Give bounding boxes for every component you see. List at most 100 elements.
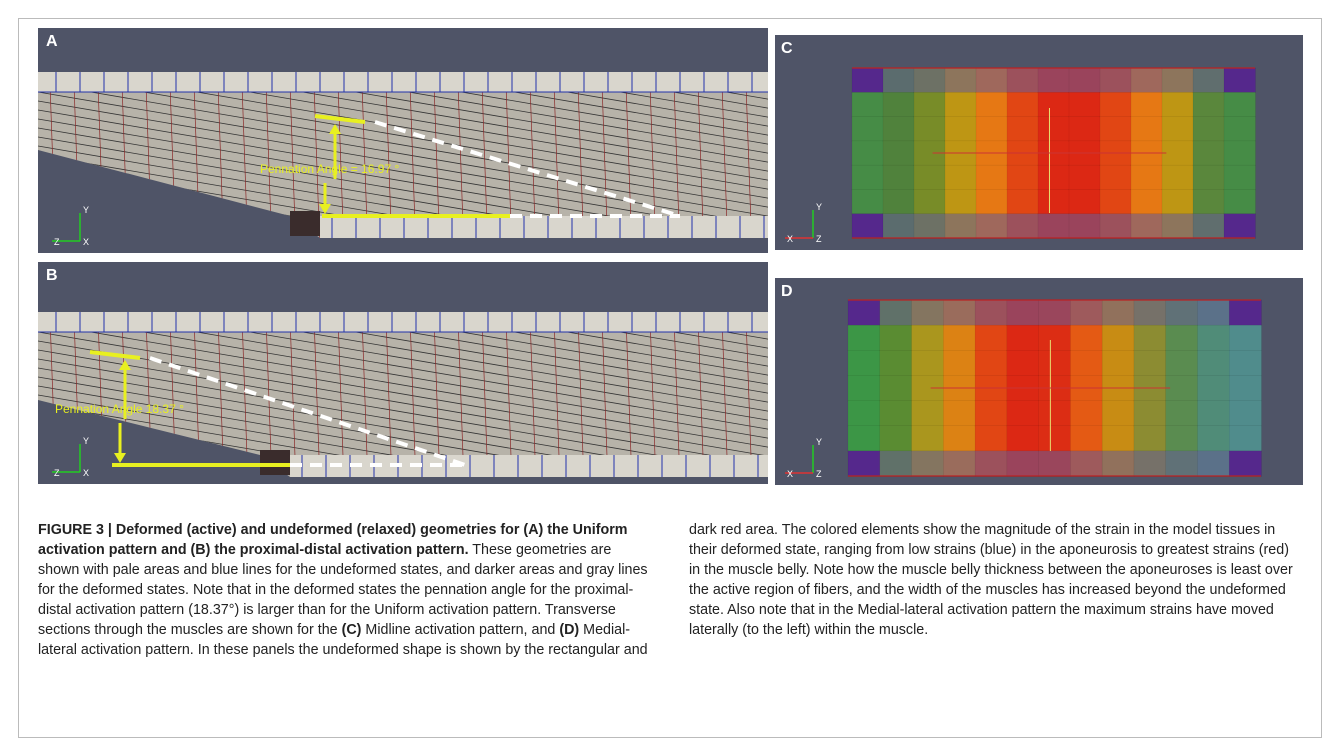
- strain-element: [852, 92, 884, 117]
- fiber: [38, 494, 768, 500]
- strain-element: [1134, 401, 1166, 427]
- strain-element: [943, 325, 975, 351]
- strain-element: [945, 165, 977, 190]
- strain-element: [1038, 189, 1070, 214]
- strain-element: [1193, 165, 1225, 190]
- strain-element: [1197, 375, 1229, 401]
- strain-element: [1197, 325, 1229, 351]
- axis-label: Z: [54, 468, 60, 478]
- strain-element: [880, 300, 912, 326]
- strain-element: [852, 165, 884, 190]
- strain-element: [852, 189, 884, 214]
- strain-element: [1224, 189, 1256, 214]
- strain-element: [943, 300, 975, 326]
- aponeurosis-top: [38, 72, 768, 92]
- strain-element: [1039, 325, 1071, 351]
- strain-element: [945, 68, 977, 93]
- strain-element: [976, 117, 1008, 142]
- strain-element: [1229, 350, 1261, 376]
- aponeurosis-bottom: [320, 216, 768, 238]
- strain-element: [848, 401, 880, 427]
- strain-element: [945, 214, 977, 239]
- strain-element: [1007, 117, 1039, 142]
- strain-element: [976, 189, 1008, 214]
- axis-label: X: [787, 234, 793, 244]
- strain-element: [912, 451, 944, 477]
- strain-element: [883, 214, 915, 239]
- strain-element: [912, 325, 944, 351]
- fiber: [38, 0, 768, 18]
- strain-element: [943, 350, 975, 376]
- strain-element: [1224, 214, 1256, 239]
- strain-element: [1069, 92, 1101, 117]
- strain-element: [1162, 141, 1194, 166]
- strain-element: [883, 68, 915, 93]
- dark-block: [260, 450, 290, 475]
- strain-element: [914, 117, 946, 142]
- annotation: Pennation Angle 18.37 °: [55, 402, 184, 416]
- strain-element: [1038, 165, 1070, 190]
- strain-element: [1007, 325, 1039, 351]
- strain-element: [883, 117, 915, 142]
- strain-element: [880, 350, 912, 376]
- strain-element: [1134, 426, 1166, 452]
- strain-element: [852, 214, 884, 239]
- annotation: Pennation Angle = 16.97 °: [260, 162, 399, 176]
- strain-element: [1070, 401, 1102, 427]
- strain-element: [1007, 401, 1039, 427]
- strain-element: [1007, 451, 1039, 477]
- axis-label: Z: [816, 469, 822, 479]
- strain-element: [1166, 350, 1198, 376]
- strain-element: [1038, 68, 1070, 93]
- strain-element: [1166, 325, 1198, 351]
- strain-element: [883, 92, 915, 117]
- strain-element: [880, 375, 912, 401]
- strain-element: [1131, 189, 1163, 214]
- strain-element: [945, 117, 977, 142]
- strain-element: [945, 189, 977, 214]
- strain-element: [1162, 68, 1194, 93]
- strain-element: [1102, 325, 1134, 351]
- strain-element: [1131, 214, 1163, 239]
- strain-element: [914, 92, 946, 117]
- strain-element: [880, 426, 912, 452]
- strain-element: [1162, 189, 1194, 214]
- fiber: [38, 485, 768, 500]
- strain-element: [1166, 375, 1198, 401]
- strain-element: [943, 426, 975, 452]
- strain-element: [1134, 350, 1166, 376]
- strain-element: [1162, 117, 1194, 142]
- strain-element: [1038, 214, 1070, 239]
- strain-element: [1166, 401, 1198, 427]
- strain-element: [1070, 350, 1102, 376]
- strain-element: [1193, 92, 1225, 117]
- strain-element: [1166, 300, 1198, 326]
- strain-element: [945, 92, 977, 117]
- strain-element: [912, 300, 944, 326]
- panel-label: A: [46, 33, 58, 50]
- strain-element: [1038, 92, 1070, 117]
- strain-element: [1193, 68, 1225, 93]
- strain-element: [914, 214, 946, 239]
- strain-element: [1100, 92, 1132, 117]
- strain-element: [1131, 92, 1163, 117]
- axis-label: Y: [83, 205, 89, 215]
- strain-element: [975, 350, 1007, 376]
- strain-element: [1229, 325, 1261, 351]
- caption: FIGURE 3 | Deformed (active) and undefor…: [38, 520, 1302, 660]
- strain-element: [1193, 189, 1225, 214]
- strain-element: [848, 451, 880, 477]
- axis-label: X: [83, 468, 89, 478]
- strain-element: [1162, 214, 1194, 239]
- strain-element: [914, 189, 946, 214]
- strain-element: [976, 214, 1008, 239]
- axis-label: X: [83, 237, 89, 247]
- strain-element: [912, 401, 944, 427]
- strain-element: [1229, 401, 1261, 427]
- axis-label: X: [787, 469, 793, 479]
- strain-element: [1102, 426, 1134, 452]
- strain-element: [1166, 451, 1198, 477]
- strain-element: [976, 165, 1008, 190]
- aponeurosis-top: [38, 312, 768, 332]
- strain-element: [1197, 451, 1229, 477]
